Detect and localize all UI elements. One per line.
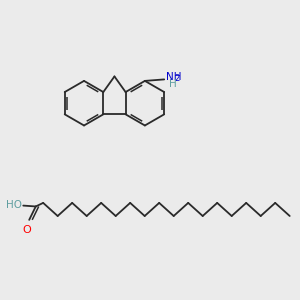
Text: 2: 2 — [174, 74, 179, 83]
Text: HO: HO — [6, 200, 22, 210]
Text: NH: NH — [166, 72, 181, 82]
Text: O: O — [22, 225, 31, 235]
Text: H: H — [169, 80, 176, 89]
